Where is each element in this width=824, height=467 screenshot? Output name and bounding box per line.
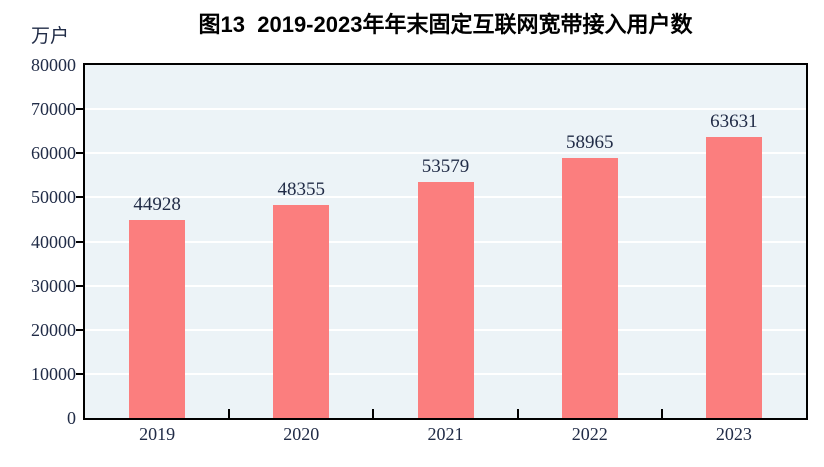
y-tick-mark: [76, 284, 83, 287]
y-tick-label: 10000: [31, 363, 76, 384]
y-axis-unit-label: 万户: [31, 26, 70, 47]
y-tick-label: 20000: [31, 319, 76, 340]
x-tick-label: 2022: [571, 424, 608, 444]
y-tick-label: 80000: [31, 55, 76, 75]
y-tick-mark: [76, 152, 83, 155]
y-tick-label: 40000: [31, 231, 76, 252]
x-tick-label: 2023: [715, 424, 752, 444]
y-axis-tick-labels: 0 10000 20000 30000 40000 50000 60000 70000 8000…: [0, 55, 76, 428]
y-tick-label: 30000: [31, 275, 76, 296]
y-axis-tick-marks: [76, 65, 83, 418]
y-tick-mark: [76, 240, 83, 243]
x-tick-label: 2020: [283, 424, 320, 444]
bar-value-label: 58965: [565, 131, 614, 153]
chart-title: 图13 2019-2023年年末固定互联网宽带接入用户数: [198, 12, 693, 37]
y-tick-label: 50000: [31, 187, 76, 208]
x-tick-mark: [516, 409, 519, 418]
x-tick-label: 2019: [139, 424, 176, 444]
gridline: [85, 152, 806, 155]
bar-2021: [417, 181, 474, 418]
x-tick-mark: [660, 409, 663, 418]
y-tick-label: 70000: [31, 99, 76, 120]
y-tick-mark: [76, 108, 83, 111]
bar-2022: [561, 157, 618, 418]
gridline: [85, 108, 806, 111]
x-tick-mark: [228, 409, 231, 418]
y-tick-mark: [76, 372, 83, 375]
x-axis-tick-labels: 2019 2020 2021 2022 2023: [83, 424, 808, 448]
x-tick-mark: [372, 409, 375, 418]
y-tick-mark: [76, 328, 83, 331]
y-tick-label: 0: [67, 408, 76, 428]
bar-value-label: 53579: [421, 155, 470, 177]
bar-value-label: 44928: [133, 193, 181, 215]
bar-2023: [705, 137, 762, 418]
plot-area: 44928 48355 53579 58965 63631: [83, 63, 808, 420]
bar-2019: [129, 219, 186, 418]
bar-value-label: 48355: [277, 178, 326, 200]
y-tick-mark: [76, 196, 83, 199]
x-tick-label: 2021: [427, 424, 464, 444]
y-tick-label: 60000: [31, 143, 76, 164]
bar-value-label: 63631: [710, 111, 758, 133]
bar-2020: [273, 204, 330, 418]
